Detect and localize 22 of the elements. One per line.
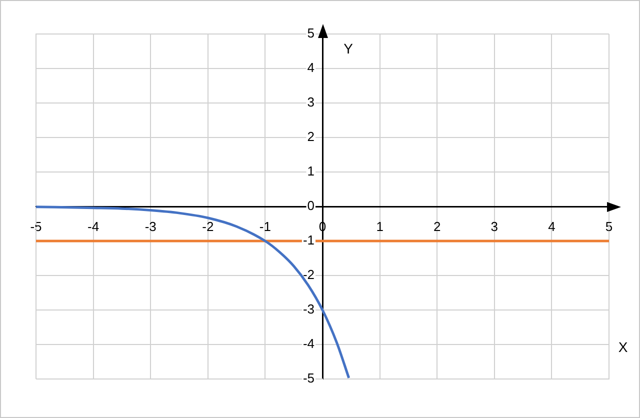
x-tick-label: -2 [202,218,214,234]
y-tick-label: 5 [307,26,314,41]
x-tick-label: -1 [259,218,271,234]
y-tick-label: 3 [307,94,314,110]
y-tick-label: -1 [302,232,314,248]
y-tick-label: -4 [302,336,314,352]
x-axis-title: X [618,338,628,355]
y-tick-label: -5 [302,370,314,386]
x-tick-label: 3 [490,218,498,234]
x-tick-label: -3 [144,218,156,234]
y-tick-label: 1 [307,164,314,179]
x-tick-label: 5 [605,218,613,234]
y-axis-title: Y [344,40,354,56]
x-tick-label: 2 [433,218,441,234]
y-tick-label: -3 [302,302,314,317]
y-tick-label: -2 [302,267,314,282]
x-tick-label: 1 [376,218,384,234]
y-tick-label: 4 [307,60,314,76]
y-tick-label: 2 [307,129,314,144]
x-tick-label: -4 [88,218,100,234]
x-tick-label: 4 [548,218,556,234]
y-tick-label: 0 [307,198,314,214]
